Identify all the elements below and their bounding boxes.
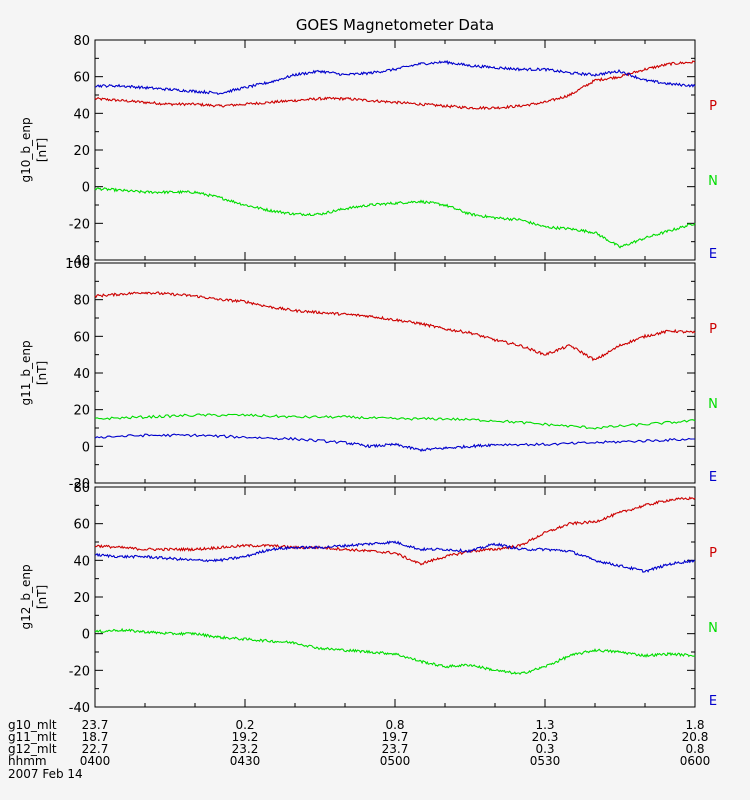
footer-group: g10_mlt 23.7 0.2 0.8 1.3 1.8 g11_mlt 18.7 19.2 19… bbox=[8, 718, 710, 781]
series-line-n bbox=[94, 627, 696, 676]
footer-value-g11_mlt: 20.3 bbox=[532, 730, 559, 744]
panel-1: 80 60 40 20 0 -20 -40 g10_b_enp [nT] P N E bbox=[19, 34, 718, 269]
panel-frame bbox=[94, 486, 696, 708]
footer-value-g11_mlt: 19.2 bbox=[232, 730, 259, 744]
footer-value-g10_mlt: 0.2 bbox=[235, 718, 254, 732]
footer-date: 2007 Feb 14 bbox=[8, 767, 83, 781]
footer-value-g11_mlt: 18.7 bbox=[82, 730, 109, 744]
y-tick-label: 40 bbox=[73, 554, 90, 569]
y-tick-label: 60 bbox=[73, 71, 90, 86]
footer-value-hhmm: 0500 bbox=[380, 754, 411, 768]
footer-value-g11_mlt: 20.8 bbox=[682, 730, 709, 744]
legend-n: N bbox=[708, 174, 718, 189]
legend-e: E bbox=[709, 470, 717, 485]
footer-value-g12_mlt: 0.8 bbox=[685, 742, 704, 756]
y-tick-label: 80 bbox=[73, 481, 90, 496]
y-tick-label: 0 bbox=[82, 628, 90, 643]
y-tick-label: 0 bbox=[82, 181, 90, 196]
series-line-e bbox=[94, 540, 696, 573]
y-tick-label: -20 bbox=[69, 217, 90, 232]
y-tick-label: -40 bbox=[69, 701, 90, 716]
series-line-p bbox=[94, 496, 696, 566]
legend-n: N bbox=[708, 397, 718, 412]
legend-n: N bbox=[708, 621, 718, 636]
y-tick-label: 20 bbox=[73, 144, 90, 159]
panel-frame bbox=[94, 262, 696, 484]
footer-value-g10_mlt: 1.3 bbox=[535, 718, 554, 732]
y-tick-label: -20 bbox=[69, 664, 90, 679]
y-tick-label: 100 bbox=[65, 257, 90, 272]
y-axis-label: g12_b_enp bbox=[19, 564, 33, 629]
y-axis-units: [nT] bbox=[35, 138, 49, 162]
y-axis-units: [nT] bbox=[35, 585, 49, 609]
footer-row-label: g12_mlt bbox=[8, 742, 57, 756]
y-tick-label: 20 bbox=[73, 404, 90, 419]
y-tick-label: 0 bbox=[82, 440, 90, 455]
chart-title: GOES Magnetometer Data bbox=[296, 16, 494, 34]
panel-2: 100 80 60 40 20 0 -20 g11_b_enp [nT] P N E bbox=[19, 257, 718, 492]
y-tick-label: 80 bbox=[73, 294, 90, 309]
footer-value-g12_mlt: 23.2 bbox=[232, 742, 259, 756]
y-tick-label: 60 bbox=[73, 518, 90, 533]
legend-p: P bbox=[709, 546, 717, 561]
footer-value-hhmm: 0600 bbox=[680, 754, 711, 768]
series-line-p bbox=[94, 60, 696, 111]
footer-value-g10_mlt: 23.7 bbox=[82, 718, 109, 732]
y-tick-label: 80 bbox=[73, 34, 90, 49]
legend-e: E bbox=[709, 247, 717, 262]
series-line-e bbox=[94, 433, 695, 453]
y-tick-label: 60 bbox=[73, 330, 90, 345]
footer-value-g10_mlt: 0.8 bbox=[385, 718, 404, 732]
footer-value-hhmm: 0430 bbox=[230, 754, 261, 768]
legend-p: P bbox=[709, 99, 717, 114]
y-tick-label: 40 bbox=[73, 107, 90, 122]
y-axis-units: [nT] bbox=[35, 361, 49, 385]
footer-value-g12_mlt: 22.7 bbox=[82, 742, 109, 756]
y-axis-label: g11_b_enp bbox=[19, 340, 33, 405]
legend-p: P bbox=[709, 322, 717, 337]
footer-row-label: g10_mlt bbox=[8, 718, 57, 732]
footer-value-g12_mlt: 23.7 bbox=[382, 742, 409, 756]
footer-value-hhmm: 0530 bbox=[530, 754, 561, 768]
series-line-p bbox=[94, 291, 696, 362]
footer-row-label: g11_mlt bbox=[8, 730, 57, 744]
footer-value-hhmm: 0400 bbox=[80, 754, 111, 768]
y-axis-label: g10_b_enp bbox=[19, 117, 33, 182]
y-tick-label: -40 bbox=[69, 254, 90, 269]
y-tick-label: 40 bbox=[73, 367, 90, 382]
panel-3: 80 60 40 20 0 -20 -40 g12_b_enp [nT] P N E bbox=[19, 481, 718, 716]
y-tick-label: 20 bbox=[73, 591, 90, 606]
series-line-n bbox=[94, 413, 696, 430]
series-line-e bbox=[94, 59, 696, 95]
series-line-n bbox=[94, 187, 696, 249]
y-tick-label: -20 bbox=[69, 477, 90, 492]
footer-value-g10_mlt: 1.8 bbox=[685, 718, 704, 732]
footer-value-g12_mlt: 0.3 bbox=[535, 742, 554, 756]
legend-e: E bbox=[709, 694, 717, 709]
footer-row-label: hhmm bbox=[8, 754, 47, 768]
footer-value-g11_mlt: 19.7 bbox=[382, 730, 409, 744]
